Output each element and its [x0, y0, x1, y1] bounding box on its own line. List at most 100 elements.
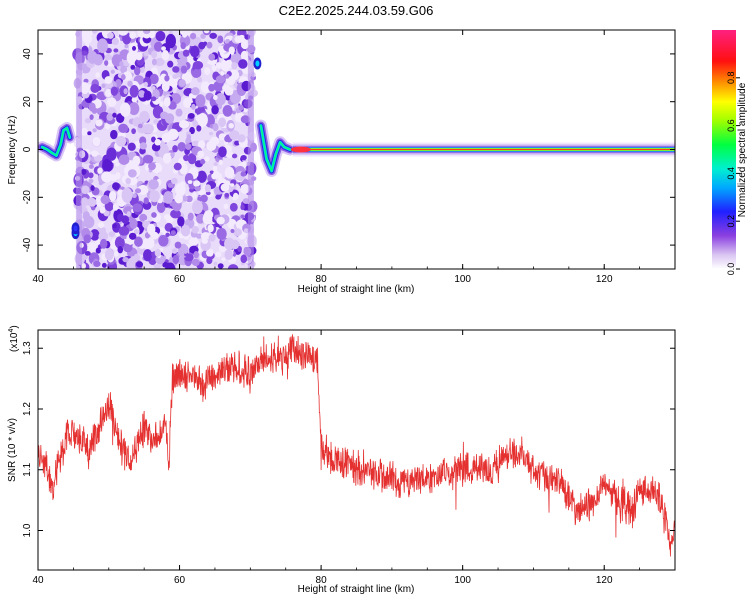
noise-blob [232, 196, 237, 201]
noise-blob [104, 122, 111, 130]
noise-blob [111, 37, 120, 46]
noise-blob [234, 35, 244, 44]
noise-blob [170, 266, 176, 269]
noise-blob [200, 194, 208, 203]
noise-blob [213, 261, 218, 266]
noise-blob [220, 183, 230, 192]
noise-blob [122, 256, 129, 263]
noise-blob [89, 229, 100, 241]
noise-blob [224, 86, 234, 96]
spectrogram-x-tick-label-2: 80 [316, 274, 328, 285]
noise-blob [151, 212, 157, 218]
spectrogram-x-tick-label-4: 120 [596, 274, 613, 285]
noise-blob [127, 169, 137, 178]
spectrogram-y-axis-label: Frequency (Hz) [7, 116, 18, 185]
colorbar-tick-label-2: 0.4 [726, 167, 736, 180]
noise-blob [185, 143, 192, 150]
noise-blob [187, 153, 197, 165]
noise-blob [209, 32, 218, 39]
noise-blob [224, 192, 230, 198]
noise-blob [197, 112, 208, 127]
noise-blob [243, 228, 249, 233]
snr-y-tick-label-2: 1.2 [22, 402, 33, 416]
noise-blob [143, 197, 149, 205]
noise-blob [170, 152, 175, 158]
noise-blob [82, 211, 90, 221]
noise-blob [137, 123, 143, 129]
noise-blob [158, 235, 169, 247]
noise-blob [204, 184, 212, 193]
snr-x-tick-label-2: 80 [316, 575, 328, 586]
spectrogram-panel: 40 60 80 100 120 -40 -20 0 20 40 Height of strai… [7, 29, 676, 295]
noise-blob [97, 38, 108, 54]
noise-blob [110, 129, 118, 140]
noise-blob [171, 248, 178, 254]
snr-y-tick-label-3: 1.3 [22, 341, 33, 355]
noise-blob [81, 127, 88, 136]
noise-blob [198, 189, 206, 196]
left-wiggle-layer-4 [41, 127, 71, 157]
noise-blob [112, 182, 120, 190]
right-wiggle-layer-4 [260, 124, 291, 172]
noise-blob [187, 180, 193, 185]
noise-blob [183, 97, 192, 108]
noise-blob [220, 71, 225, 76]
noise-blob [231, 153, 238, 159]
noise-blob [90, 185, 95, 191]
noise-blob [189, 32, 197, 40]
noise-blob [240, 183, 250, 194]
noise-blob [130, 255, 139, 263]
noise-blob [143, 50, 149, 57]
noise-blob [174, 241, 182, 249]
noise-blob [143, 249, 153, 262]
noise-blob [95, 72, 101, 78]
noise-blob [224, 73, 230, 79]
noise-blob [88, 172, 94, 179]
snr-x-axis-label: Height of straight line (km) [298, 584, 415, 595]
noise-blob [132, 193, 137, 199]
noise-blob [154, 138, 162, 146]
noise-blob [242, 161, 247, 167]
noise-blob [215, 194, 222, 200]
noise-blob [170, 230, 176, 236]
noise-blob [95, 247, 101, 254]
noise-blob [171, 177, 178, 185]
noise-blob [207, 60, 212, 65]
colorbar-tick-label-3: 0.6 [726, 119, 736, 132]
noise-blob [206, 140, 217, 151]
noise-blob [167, 60, 174, 68]
noise-blob [129, 218, 138, 229]
noise-blob [139, 142, 148, 150]
spectrogram-y-tick-label-1: -20 [22, 190, 33, 205]
noise-blob [153, 41, 163, 52]
noise-blob [186, 134, 192, 140]
noise-blob [188, 237, 199, 246]
noise-blob [130, 64, 136, 70]
noise-blob [134, 236, 143, 247]
noise-blob [221, 257, 226, 262]
noise-blob [201, 238, 208, 244]
noise-blob [125, 177, 131, 185]
spectral-line-start [290, 146, 311, 153]
noise-blob [180, 41, 186, 50]
noise-blob [238, 59, 248, 69]
noise-blob [224, 59, 234, 69]
noise-blob [173, 162, 182, 171]
noise-blob [150, 96, 157, 102]
spectrogram-y-tick-label-3: 20 [22, 96, 33, 108]
noise-blob [231, 62, 238, 70]
noise-blob [108, 191, 117, 202]
noise-blob [215, 75, 226, 84]
noise-blob [182, 195, 188, 202]
spectrogram-x-ticks: 40 60 80 100 120 [32, 30, 676, 285]
noise-blob [112, 223, 117, 229]
noise-blob [191, 87, 200, 96]
noise-blob [80, 30, 89, 39]
noise-blob [229, 202, 238, 212]
noise-blob [104, 60, 109, 66]
noise-blob [81, 50, 88, 56]
noise-edge-right [247, 30, 254, 269]
noise-blob [193, 251, 199, 259]
noise-blob [142, 237, 152, 250]
